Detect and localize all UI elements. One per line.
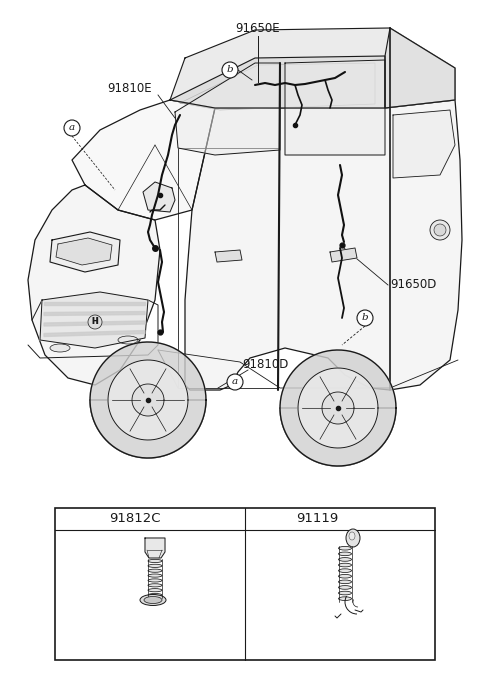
Circle shape [434, 224, 446, 236]
Polygon shape [40, 292, 148, 348]
Ellipse shape [338, 597, 351, 601]
Polygon shape [170, 56, 385, 108]
Ellipse shape [148, 589, 162, 591]
Polygon shape [56, 238, 112, 265]
Polygon shape [298, 368, 378, 448]
Polygon shape [215, 250, 242, 262]
Polygon shape [170, 28, 455, 108]
Ellipse shape [338, 575, 351, 578]
Circle shape [65, 511, 81, 527]
Circle shape [88, 315, 102, 329]
Bar [55, 508, 435, 660]
Polygon shape [330, 248, 357, 262]
Ellipse shape [118, 336, 138, 344]
Text: 91810E: 91810E [108, 81, 152, 94]
Ellipse shape [338, 592, 351, 595]
Polygon shape [72, 100, 215, 220]
Ellipse shape [148, 569, 162, 573]
Ellipse shape [148, 574, 162, 578]
Text: a: a [69, 123, 75, 132]
Circle shape [227, 374, 243, 390]
Ellipse shape [140, 594, 166, 606]
Polygon shape [44, 302, 145, 305]
Ellipse shape [338, 580, 351, 584]
Polygon shape [145, 538, 165, 558]
Polygon shape [44, 321, 145, 326]
Polygon shape [132, 384, 164, 416]
Text: 91650D: 91650D [390, 279, 436, 291]
Ellipse shape [338, 586, 351, 589]
Text: a: a [70, 514, 76, 524]
Polygon shape [280, 350, 396, 466]
Ellipse shape [148, 559, 162, 563]
Circle shape [430, 220, 450, 240]
Text: b: b [260, 514, 266, 524]
Text: 91812C: 91812C [109, 512, 161, 526]
Polygon shape [175, 63, 280, 155]
Ellipse shape [338, 558, 351, 561]
Text: H: H [92, 318, 98, 326]
Polygon shape [90, 400, 206, 458]
Ellipse shape [148, 579, 162, 582]
Text: a: a [232, 377, 238, 386]
Ellipse shape [148, 564, 162, 568]
Circle shape [64, 120, 80, 136]
Circle shape [255, 511, 271, 527]
Polygon shape [385, 28, 455, 108]
Polygon shape [50, 232, 120, 272]
Circle shape [357, 310, 373, 326]
Polygon shape [393, 110, 455, 178]
Text: H: H [92, 318, 98, 326]
Ellipse shape [346, 529, 360, 547]
Text: 91119: 91119 [296, 512, 338, 526]
Polygon shape [280, 408, 396, 466]
Polygon shape [143, 182, 175, 212]
Polygon shape [44, 312, 145, 316]
Polygon shape [90, 342, 206, 458]
Circle shape [222, 62, 238, 78]
Polygon shape [108, 360, 188, 440]
Ellipse shape [338, 564, 351, 567]
Polygon shape [285, 60, 385, 155]
Text: 91810D: 91810D [242, 358, 288, 372]
Text: 91650E: 91650E [236, 22, 280, 34]
Ellipse shape [338, 552, 351, 556]
Ellipse shape [148, 594, 162, 596]
Ellipse shape [338, 569, 351, 573]
Polygon shape [28, 185, 160, 385]
Ellipse shape [338, 547, 351, 550]
Text: b: b [227, 66, 233, 74]
Text: b: b [362, 314, 368, 323]
Ellipse shape [349, 532, 355, 540]
Polygon shape [322, 392, 354, 424]
Ellipse shape [50, 344, 70, 352]
Ellipse shape [144, 596, 162, 603]
Polygon shape [44, 330, 145, 337]
Polygon shape [185, 100, 462, 390]
Ellipse shape [148, 584, 162, 587]
